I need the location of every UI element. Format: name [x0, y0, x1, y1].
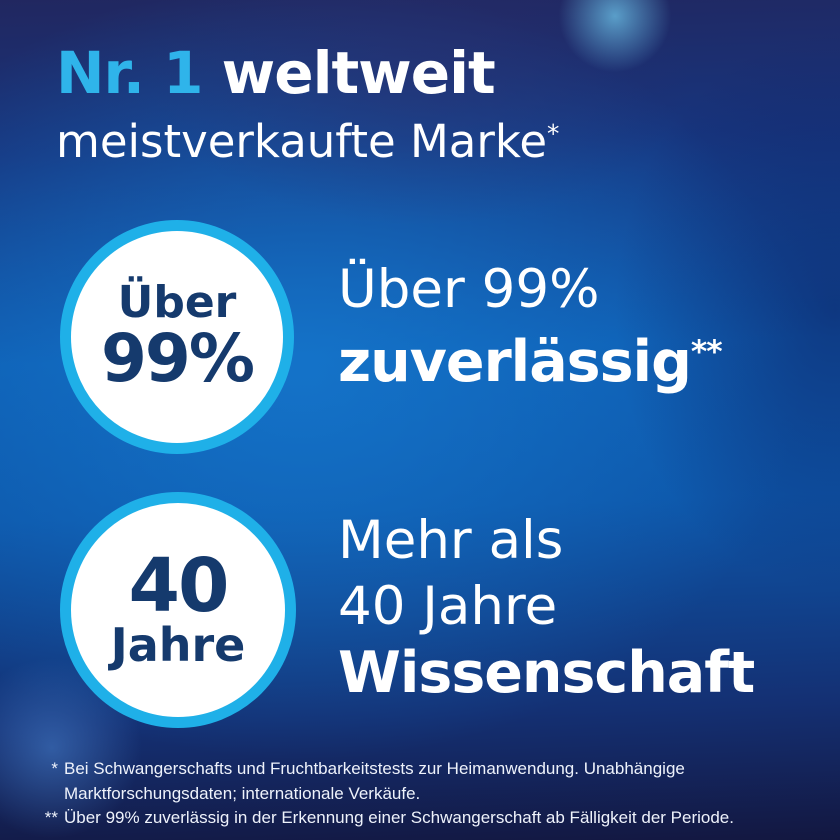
stat-reliability-text: Über 99% zuverlässig** — [338, 258, 723, 395]
subtitle-asterisk: * — [547, 118, 560, 148]
header: Nr. 1 weltweit meistverkaufte Marke* — [56, 42, 559, 166]
badge-99-label: Über — [117, 277, 237, 329]
footnote-line: Bei Schwangerschafts und Fruchtbarkeitst… — [64, 759, 685, 778]
stat-science-line3: Wissenschaft — [338, 640, 755, 707]
footnote-reliability-text: Über 99% zuverlässig in der Erkennung ei… — [64, 806, 734, 831]
stat-science-line1: Mehr als — [338, 510, 564, 571]
title-rest: weltweit — [202, 39, 496, 107]
stat-reliability-keyword: zuverlässig — [338, 328, 692, 395]
stat-science-line2: 40 Jahre — [338, 575, 558, 637]
stat-reliability-asterisks: ** — [690, 333, 723, 370]
stat-science-text: Mehr als 40 Jahre Wissenschaft — [338, 508, 755, 708]
badge-99-value: 99% — [101, 320, 255, 398]
footnotes: * Bei Schwangerschafts und Fruchtbarkeit… — [36, 757, 734, 831]
footnote-marker-double: ** — [44, 808, 58, 828]
footnote-line: Über 99% zuverlässig in der Erkennung ei… — [64, 808, 734, 828]
stat-reliability-line1: Über 99% — [338, 259, 600, 320]
footnote-reliability: ** Über 99% zuverlässig in der Erkennung… — [36, 806, 734, 831]
footnote-line: Marktforschungsdaten; internationale Ver… — [64, 783, 421, 803]
page-subtitle: meistverkaufte Marke* — [56, 114, 560, 168]
badge-40-years: 40 Jahre — [60, 492, 296, 728]
stat-reliability-line2: zuverlässig** — [338, 328, 723, 395]
footnote-market-research-text: Bei Schwangerschafts und Fruchtbarkeitst… — [64, 757, 685, 806]
badge-40-value: 40 — [128, 542, 230, 629]
page-title: Nr. 1 weltweit — [56, 42, 559, 105]
subtitle-text: meistverkaufte Marke — [56, 114, 548, 168]
badge-40-label: Jahre — [110, 618, 246, 672]
footnote-market-research: * Bei Schwangerschafts und Fruchtbarkeit… — [36, 757, 734, 806]
footnote-marker-single: * — [51, 759, 58, 778]
title-number-highlight: Nr. 1 — [56, 39, 203, 107]
badge-99-percent: Über 99% — [60, 220, 294, 454]
